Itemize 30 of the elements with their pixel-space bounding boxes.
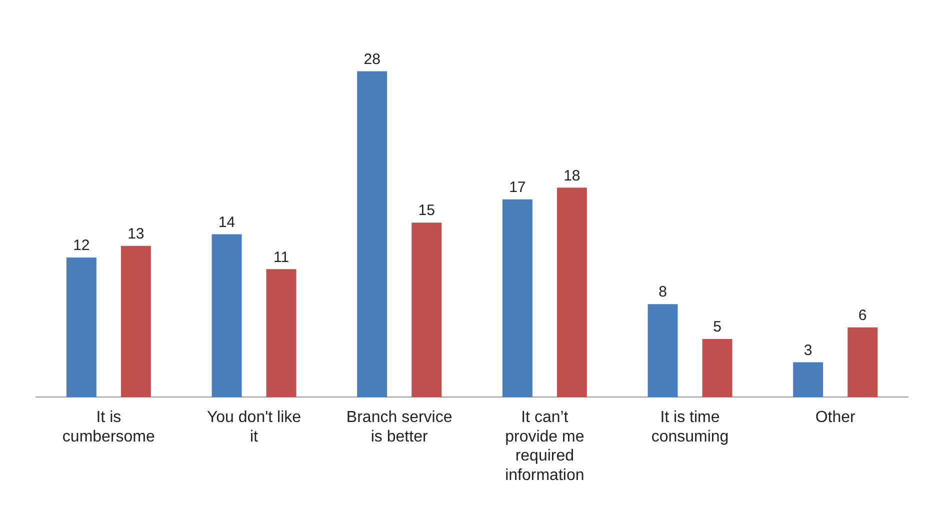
bar: [648, 304, 678, 398]
x-tick-label: You don't like it: [206, 409, 302, 446]
bar: [66, 258, 96, 398]
bar: [412, 222, 442, 398]
data-label: 13: [128, 226, 144, 243]
x-tick-label: It is cumbersome: [62, 409, 156, 446]
bar: [120, 246, 151, 398]
data-label: 18: [564, 167, 580, 184]
data-label: 8: [658, 284, 667, 301]
data-label: 15: [418, 202, 435, 220]
bar: [266, 269, 296, 398]
bar: [793, 362, 824, 398]
bar: [212, 234, 242, 398]
bar: [702, 339, 732, 398]
bar: [556, 188, 587, 398]
x-tick-label: Other: [815, 409, 856, 426]
data-label: 28: [364, 50, 380, 68]
bar: [848, 327, 878, 398]
x-tick-label: It can’t provide me required information: [505, 409, 584, 484]
bar: [502, 199, 532, 398]
data-label: 3: [804, 342, 812, 359]
data-label: 6: [858, 307, 867, 324]
x-tick-label: It is time consuming: [651, 409, 729, 446]
data-label: 17: [509, 178, 526, 196]
x-tick-label: Branch service is better: [346, 409, 452, 446]
data-label: 11: [273, 248, 290, 266]
data-label: 5: [713, 318, 722, 336]
data-label: 14: [218, 214, 236, 231]
data-label: 12: [73, 237, 90, 254]
bar: [357, 71, 388, 398]
